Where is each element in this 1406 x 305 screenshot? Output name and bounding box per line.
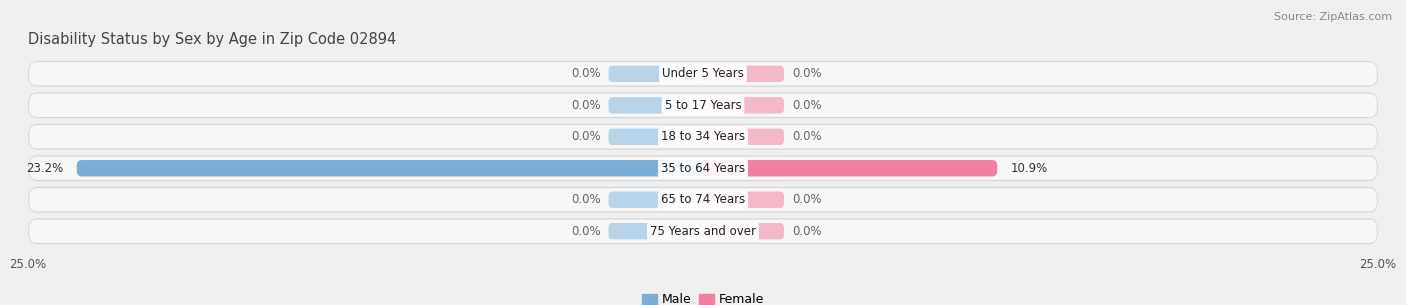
FancyBboxPatch shape bbox=[30, 62, 1376, 85]
Text: 65 to 74 Years: 65 to 74 Years bbox=[661, 193, 745, 206]
Text: 0.0%: 0.0% bbox=[792, 130, 821, 143]
FancyBboxPatch shape bbox=[30, 188, 1376, 211]
FancyBboxPatch shape bbox=[703, 66, 785, 82]
Text: 0.0%: 0.0% bbox=[571, 67, 600, 80]
Text: 0.0%: 0.0% bbox=[792, 67, 821, 80]
FancyBboxPatch shape bbox=[703, 192, 785, 208]
FancyBboxPatch shape bbox=[703, 129, 785, 145]
FancyBboxPatch shape bbox=[30, 125, 1376, 149]
FancyBboxPatch shape bbox=[28, 187, 1378, 213]
FancyBboxPatch shape bbox=[28, 155, 1378, 181]
FancyBboxPatch shape bbox=[28, 124, 1378, 150]
Text: 5 to 17 Years: 5 to 17 Years bbox=[665, 99, 741, 112]
FancyBboxPatch shape bbox=[609, 97, 703, 113]
FancyBboxPatch shape bbox=[703, 97, 785, 113]
Text: 0.0%: 0.0% bbox=[792, 193, 821, 206]
FancyBboxPatch shape bbox=[28, 92, 1378, 118]
FancyBboxPatch shape bbox=[609, 66, 703, 82]
Text: Under 5 Years: Under 5 Years bbox=[662, 67, 744, 80]
FancyBboxPatch shape bbox=[28, 61, 1378, 87]
Text: Disability Status by Sex by Age in Zip Code 02894: Disability Status by Sex by Age in Zip C… bbox=[28, 32, 396, 47]
FancyBboxPatch shape bbox=[703, 160, 997, 176]
FancyBboxPatch shape bbox=[609, 192, 703, 208]
Text: 10.9%: 10.9% bbox=[1011, 162, 1047, 175]
Text: 0.0%: 0.0% bbox=[571, 225, 600, 238]
Text: 75 Years and over: 75 Years and over bbox=[650, 225, 756, 238]
FancyBboxPatch shape bbox=[77, 160, 703, 176]
Text: 0.0%: 0.0% bbox=[571, 99, 600, 112]
FancyBboxPatch shape bbox=[703, 223, 785, 239]
Text: 0.0%: 0.0% bbox=[571, 130, 600, 143]
FancyBboxPatch shape bbox=[28, 218, 1378, 244]
Text: 23.2%: 23.2% bbox=[25, 162, 63, 175]
FancyBboxPatch shape bbox=[609, 223, 703, 239]
Legend: Male, Female: Male, Female bbox=[641, 293, 765, 305]
Text: 35 to 64 Years: 35 to 64 Years bbox=[661, 162, 745, 175]
FancyBboxPatch shape bbox=[30, 220, 1376, 243]
Text: 18 to 34 Years: 18 to 34 Years bbox=[661, 130, 745, 143]
FancyBboxPatch shape bbox=[30, 94, 1376, 117]
Text: 0.0%: 0.0% bbox=[792, 99, 821, 112]
FancyBboxPatch shape bbox=[609, 129, 703, 145]
FancyBboxPatch shape bbox=[30, 156, 1376, 180]
Text: Source: ZipAtlas.com: Source: ZipAtlas.com bbox=[1274, 12, 1392, 22]
Text: 0.0%: 0.0% bbox=[792, 225, 821, 238]
Text: 0.0%: 0.0% bbox=[571, 193, 600, 206]
